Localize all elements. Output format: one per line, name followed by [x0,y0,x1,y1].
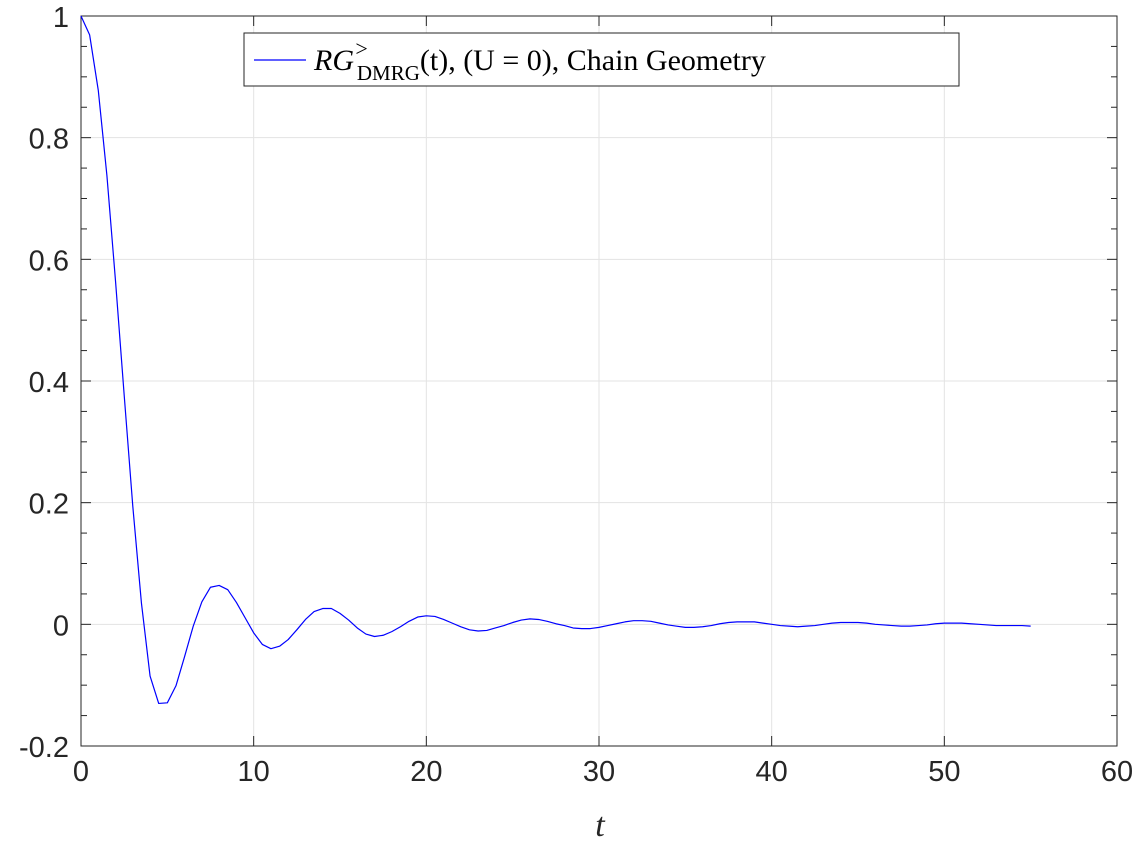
grid-lines [80,15,1118,747]
legend: RG> DMRG(t), (U = 0), Chain Geometry [243,32,960,87]
series-line [80,15,1031,705]
y-tick-label: -0.2 [19,732,69,764]
y-tick-label: 0.8 [29,124,69,156]
x-tick-label: 10 [238,756,270,788]
legend-label-superscript: > [354,36,369,61]
x-tick-label: 0 [73,756,89,788]
axis-ticks [80,15,1118,747]
y-tick-label: 1 [53,2,69,34]
x-axis-title: t [595,807,606,842]
legend-label-subscript: DMRG [357,61,420,85]
plot-frame [80,15,1118,747]
legend-box [243,32,960,87]
x-tick-label: 40 [756,756,788,788]
y-tick-label: 0.4 [29,367,69,399]
x-tick-label: 50 [928,756,960,788]
x-tick-label: 60 [1101,756,1133,788]
x-tick-labels: 0 10 20 30 40 50 60 [73,756,1133,788]
legend-label-main: RG [313,44,354,77]
y-tick-label: 0 [53,610,69,642]
x-tick-label: 30 [583,756,615,788]
legend-label: RG> DMRG(t), (U = 0), Chain Geometry [313,36,766,85]
legend-label-rest: (t), (U = 0), Chain Geometry [420,44,766,77]
x-tick-label: 20 [410,756,442,788]
series-layer [80,15,1031,705]
y-tick-label: 0.6 [29,245,69,277]
y-tick-labels: -0.2 0 0.2 0.4 0.6 0.8 1 [19,2,69,764]
y-tick-label: 0.2 [29,489,69,521]
